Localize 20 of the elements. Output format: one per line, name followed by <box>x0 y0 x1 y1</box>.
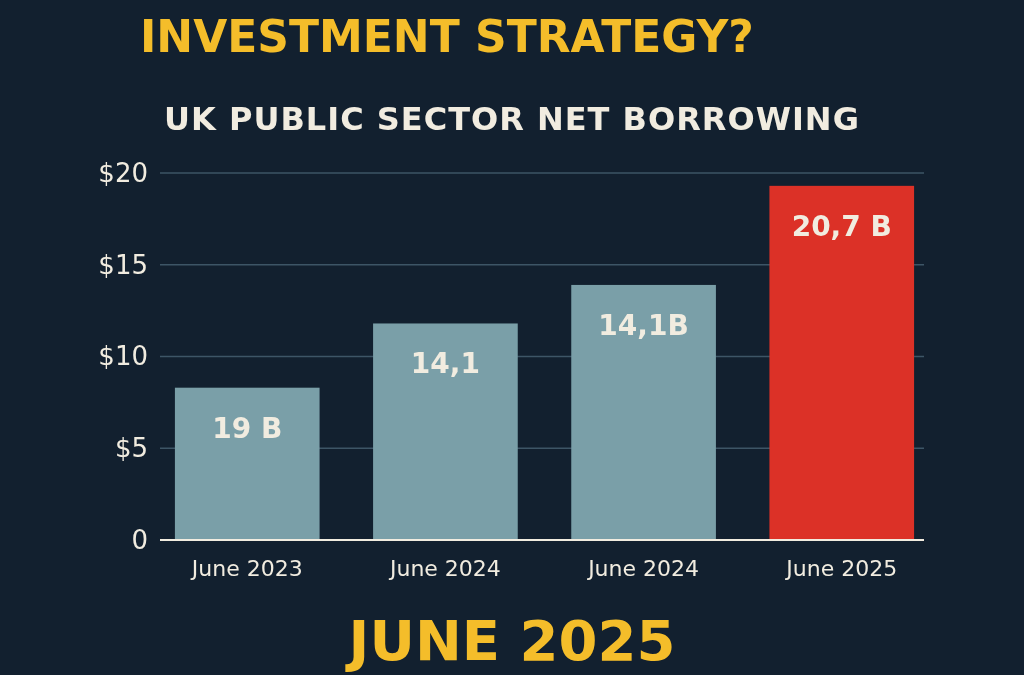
annotation: 19 B <box>212 411 283 445</box>
x-tick-label: June 2024 <box>586 555 700 581</box>
y-tick-label: $15 <box>98 249 148 280</box>
annotation: 14,1B <box>598 308 689 342</box>
x-tick-label: June 2025 <box>784 555 898 581</box>
text: JUNE 2025 <box>344 608 676 673</box>
x-tick-label: June 2024 <box>387 555 501 581</box>
y-tick-label: $10 <box>98 341 148 372</box>
annotation: 20,7 B <box>791 209 892 243</box>
chart-subtitle: UK PUBLIC SECTOR NET BORROWING <box>164 100 860 138</box>
x-tick-label: June 2023 <box>189 555 303 581</box>
bar <box>174 387 320 540</box>
y-tick-label: $5 <box>114 433 148 464</box>
bar <box>769 185 915 540</box>
bar <box>571 284 716 540</box>
y-tick-label: 0 <box>131 524 148 555</box>
chart-title: INVESTMENT STRATEGY? <box>140 11 754 62</box>
y-tick-label: $20 <box>98 157 148 188</box>
annotation: 14,1 <box>410 347 480 381</box>
bar <box>373 323 518 540</box>
